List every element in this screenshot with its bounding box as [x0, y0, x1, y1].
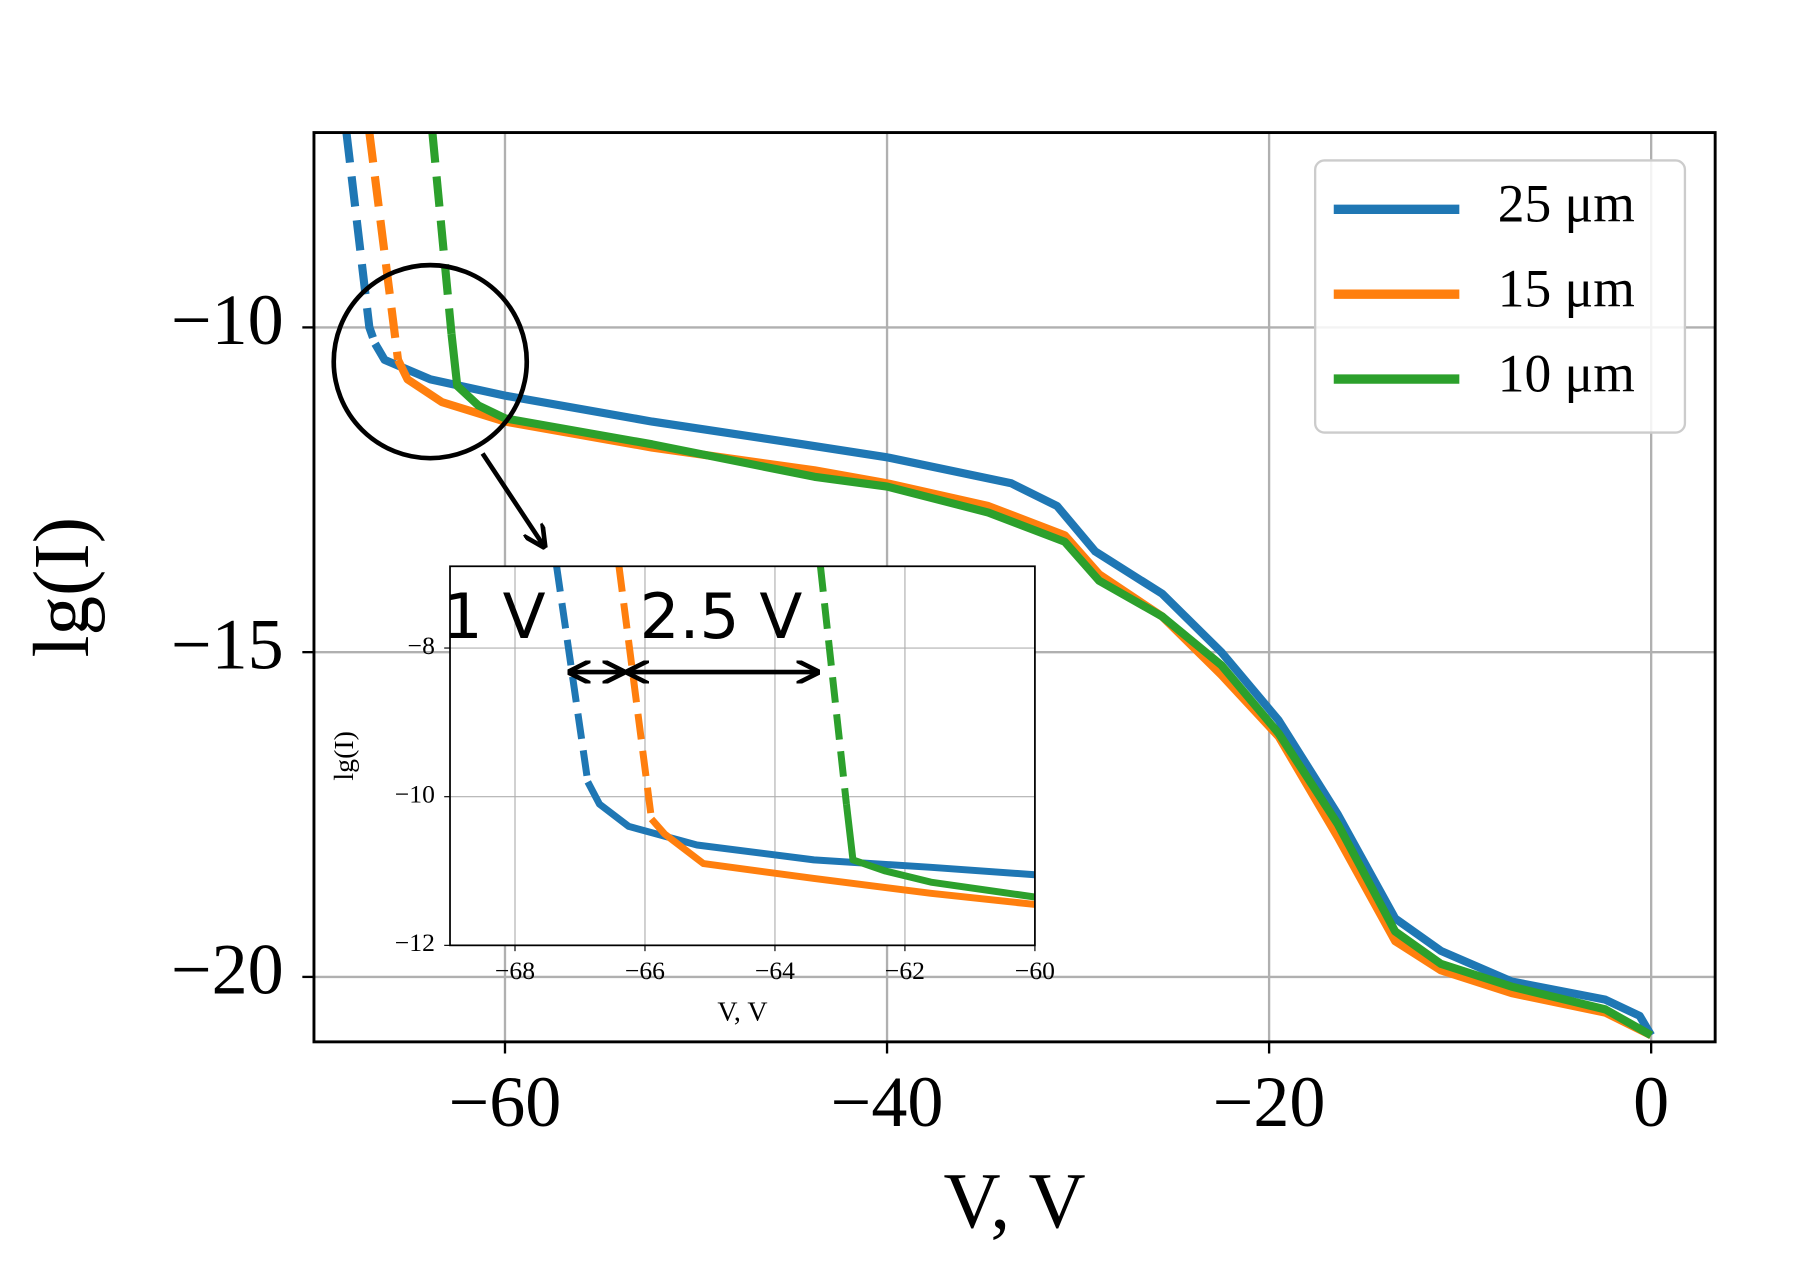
series-line [447, 333, 1654, 1039]
series-line [648, 816, 1035, 908]
x-axis-label: V, V [944, 1158, 1086, 1245]
y-tick-label: −8 [408, 631, 435, 660]
y-tick-label: −10 [395, 780, 435, 809]
axes-frame [449, 565, 1036, 947]
x-tick-label: −68 [495, 956, 535, 985]
x-tick-label: −66 [625, 956, 665, 985]
x-tick-label: −20 [1213, 1062, 1326, 1142]
plot-area [553, 566, 1035, 908]
x-tick-label: −62 [885, 956, 925, 985]
y-tick-label: −10 [171, 280, 284, 360]
x-tick-label: −64 [755, 956, 795, 985]
series-line [816, 566, 850, 805]
series-line [365, 132, 403, 361]
y-axis-label: lg(I) [329, 731, 360, 781]
x-tick-label: −60 [449, 1062, 562, 1142]
series-line [371, 341, 1655, 1038]
zoom-circle [331, 262, 530, 461]
legend-label: 25 μm [1498, 174, 1635, 234]
x-tick-label: −40 [831, 1062, 944, 1142]
annotation: 1 V [443, 580, 546, 653]
series-line [342, 132, 379, 346]
series-line [428, 132, 456, 335]
x-tick-label: 0 [1633, 1062, 1669, 1142]
x-tick-label: −60 [1015, 956, 1055, 985]
series-line [584, 780, 1035, 879]
y-axis-label: lg(I) [19, 517, 106, 657]
zoom-arrow [480, 452, 545, 546]
y-tick-label: −12 [395, 928, 435, 957]
x-axis-label: V, V [717, 996, 767, 1027]
series-line [615, 566, 655, 820]
axes-frame [312, 131, 1717, 1044]
legend-label: 15 μm [1498, 258, 1635, 318]
legend-label: 10 μm [1498, 343, 1635, 403]
y-tick-label: −15 [171, 605, 284, 685]
series-line [842, 803, 1035, 901]
legend-box [1313, 159, 1687, 434]
annotation: 2.5 V [640, 580, 803, 653]
y-tick-label: −20 [171, 929, 284, 1009]
